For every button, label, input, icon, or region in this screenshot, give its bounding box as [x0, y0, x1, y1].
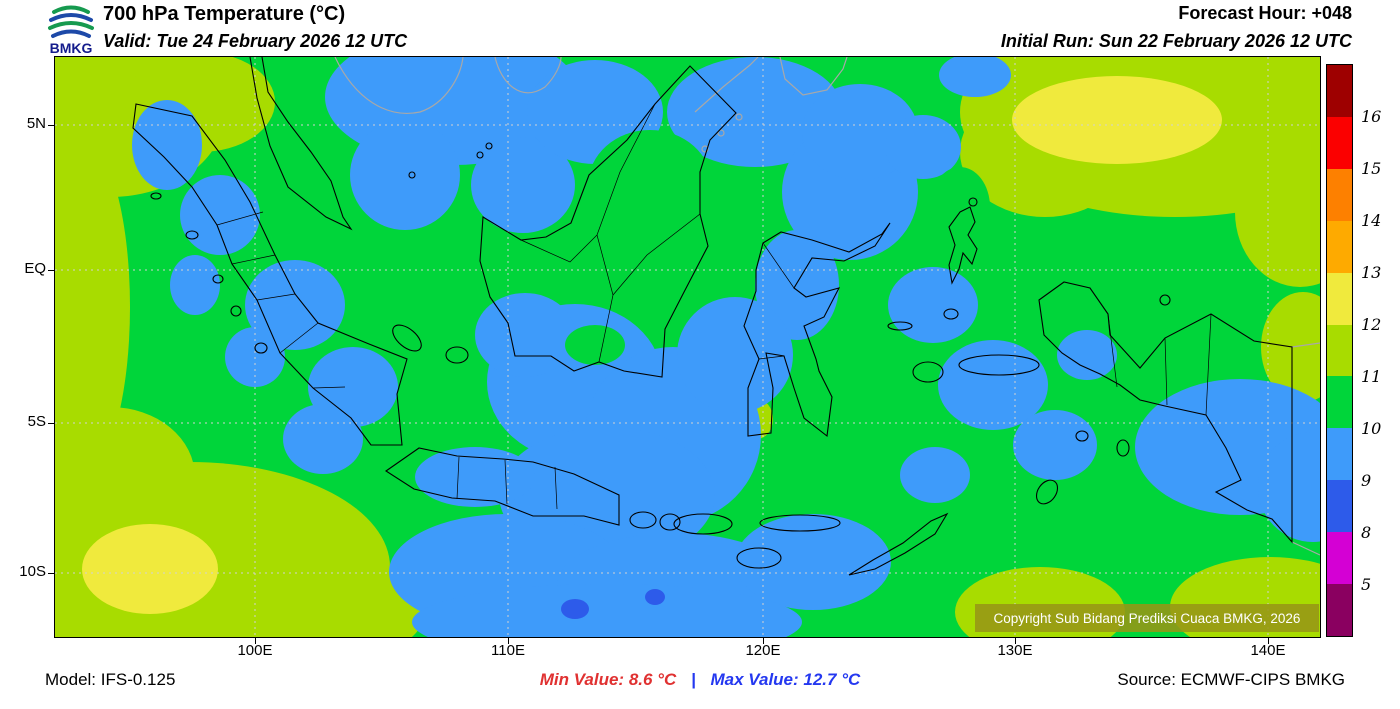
- map-panel: Copyright Sub Bidang Prediksi Cuaca BMKG…: [54, 56, 1321, 638]
- colorbar-ticks: 16 15 14 13 12 11 10 9 8 5: [1361, 90, 1397, 611]
- field-coolest-8-9: [561, 589, 665, 619]
- admin-borders: [216, 103, 1212, 510]
- coast-papua: [1038, 281, 1293, 544]
- axis-tick: [1268, 638, 1269, 644]
- temperature-map: [55, 57, 1320, 637]
- copyright-badge: Copyright Sub Bidang Prediksi Cuaca BMKG…: [975, 604, 1319, 632]
- field-cool-9-10: [132, 57, 1320, 637]
- colorbar-tick-label: 11: [1361, 366, 1382, 386]
- colorbar-segment: [1327, 324, 1352, 377]
- axis-tick: [48, 423, 54, 424]
- model-label: Model: IFS-0.125: [45, 670, 176, 689]
- axis-tick: [48, 125, 54, 126]
- colorbar-tick-label: 13: [1361, 262, 1382, 282]
- lon-label-100e: 100E: [237, 642, 273, 659]
- colorbar-segment: [1327, 480, 1352, 533]
- colorbar-segment: [1327, 376, 1352, 429]
- initial-run-label: Initial Run: Sun 22 February 2026 12 UTC: [1000, 31, 1352, 51]
- coast-java: [385, 447, 620, 526]
- colorbar-segment: [1327, 272, 1352, 325]
- minmax-values: Min Value: 8.6 °C | Max Value: 12.7 °C: [0, 670, 1400, 690]
- lon-label-140e: 140E: [1250, 642, 1286, 659]
- colorbar-tick-label: 5: [1361, 575, 1372, 595]
- field-warmest-12-13: [82, 76, 1222, 614]
- colorbar-tick-label: 14: [1361, 210, 1382, 230]
- colorbar-segment: [1327, 65, 1352, 117]
- coast-sumatra: [132, 103, 408, 446]
- lon-label-120e: 120E: [745, 642, 781, 659]
- lat-label-10s: 10S: [19, 563, 46, 580]
- colorbar-segments: [1326, 64, 1353, 637]
- max-value-label: Max Value: 12.7 °C: [710, 670, 861, 689]
- lon-label-110e: 110E: [491, 642, 525, 659]
- page-title: 700 hPa Temperature (°C): [103, 3, 346, 25]
- field-green-patches: [565, 130, 990, 365]
- lat-label-5s: 5S: [27, 413, 46, 430]
- gridlines: [55, 57, 1320, 637]
- coast-sulawesi: [743, 222, 891, 438]
- axis-tick: [48, 270, 54, 271]
- bmkg-logo: BMKG: [48, 5, 94, 56]
- valid-time-label: Valid: Tue 24 February 2026 12 UTC: [103, 31, 408, 51]
- colorbar-segment: [1327, 116, 1352, 169]
- coast-malay-peninsula: [249, 57, 353, 231]
- colorbar-tick-label: 10: [1361, 419, 1382, 438]
- bmkg-logo-text: BMKG: [50, 40, 93, 56]
- colorbar-tick-label: 9: [1361, 471, 1372, 491]
- forecast-hour-label: Forecast Hour: +048: [1178, 3, 1352, 23]
- lat-label-eq: EQ: [24, 260, 46, 277]
- colorbar-segment: [1327, 584, 1352, 636]
- colorbar-segment: [1327, 428, 1352, 481]
- axis-tick: [1015, 638, 1016, 644]
- colorbar-segment: [1327, 168, 1352, 221]
- axis-tick: [763, 638, 764, 644]
- colorbar-tick-label: 8: [1361, 523, 1372, 543]
- colorbar-tick-label: 12: [1361, 314, 1382, 334]
- colorbar-segment: [1327, 220, 1352, 273]
- colorbar-segment: [1327, 532, 1352, 585]
- lon-label-130e: 130E: [997, 642, 1033, 659]
- lat-label-5n: 5N: [26, 115, 46, 132]
- minmax-separator: |: [690, 670, 696, 689]
- axis-tick: [508, 638, 509, 644]
- axis-tick: [48, 573, 54, 574]
- colorbar-tick-label: 16: [1361, 106, 1382, 126]
- coastlines: [132, 57, 1293, 576]
- coast-borneo: [479, 65, 737, 378]
- colorbar-tick-label: 15: [1361, 158, 1382, 178]
- foreign-coastlines: [334, 57, 1320, 556]
- min-value-label: Min Value: 8.6 °C: [539, 670, 677, 689]
- source-label: Source: ECMWF-CIPS BMKG: [1117, 670, 1345, 689]
- axis-tick: [255, 638, 256, 644]
- coast-small-islands: [150, 142, 1171, 576]
